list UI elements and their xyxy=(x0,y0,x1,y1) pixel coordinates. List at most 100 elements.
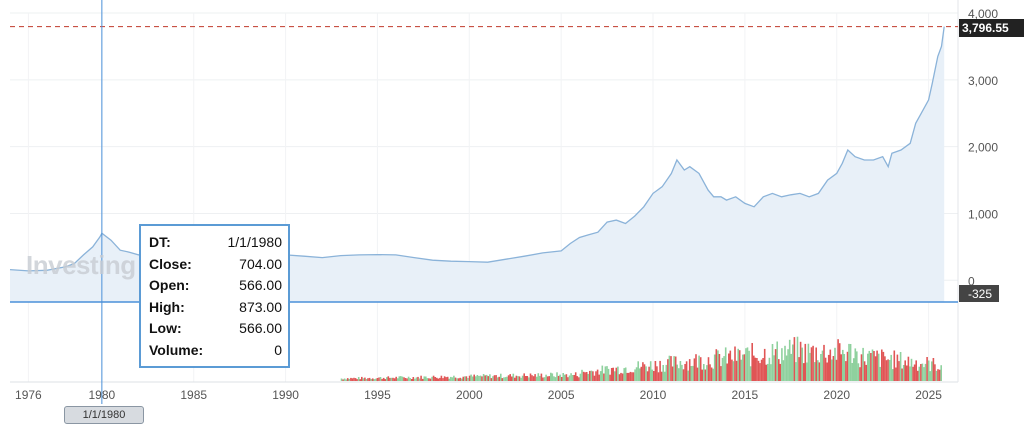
volume-bar xyxy=(525,376,527,381)
volume-bar xyxy=(626,372,629,381)
volume-bar xyxy=(896,354,899,381)
volume-bar xyxy=(445,377,447,381)
volume-bar xyxy=(710,367,713,381)
volume-bar xyxy=(440,375,443,381)
tooltip-row-dt: DT: 1/1/1980 xyxy=(149,232,282,254)
volume-bar xyxy=(576,376,579,381)
volume-bar xyxy=(832,356,835,381)
volume-bar xyxy=(457,378,460,381)
volume-bar xyxy=(504,377,507,381)
volume-bar xyxy=(790,353,792,381)
volume-bar xyxy=(667,359,669,381)
volume-bar xyxy=(429,378,432,381)
volume-bar xyxy=(884,356,886,381)
volume-bar xyxy=(840,354,842,381)
volume-bar xyxy=(910,358,913,381)
volume-bar xyxy=(888,360,891,381)
volume-bar xyxy=(584,372,586,381)
volume-bar xyxy=(515,375,518,381)
volume-bar xyxy=(931,361,933,381)
x-tick-label: 1995 xyxy=(364,388,391,402)
volume-bar xyxy=(720,366,722,381)
tooltip-row-low: Low: 566.00 xyxy=(149,318,282,340)
volume-bar xyxy=(932,358,935,381)
volume-bar xyxy=(703,364,705,381)
volume-bar xyxy=(560,377,563,381)
volume-bar xyxy=(653,371,655,381)
volume-bar xyxy=(742,354,744,381)
volume-bar xyxy=(596,369,599,381)
volume-bar xyxy=(631,372,633,381)
volume-bar xyxy=(696,367,699,381)
volume-bar xyxy=(792,344,794,381)
volume-bar xyxy=(628,372,630,381)
volume-bar xyxy=(351,378,354,381)
y-tick-label: 3,000 xyxy=(968,74,998,88)
volume-bar xyxy=(401,376,404,381)
volume-bar xyxy=(749,366,752,381)
volume-bar xyxy=(539,375,541,381)
volume-bar xyxy=(389,377,391,381)
volume-bar xyxy=(598,374,600,381)
volume-bar xyxy=(768,357,771,381)
volume-bar xyxy=(485,374,488,381)
volume-bar xyxy=(804,343,807,381)
volume-bar xyxy=(387,376,390,381)
volume-bar xyxy=(439,377,441,381)
volume-bar xyxy=(831,359,833,381)
volume-bar xyxy=(498,376,500,381)
volume-bar xyxy=(893,350,896,381)
volume-bar xyxy=(895,367,897,381)
volume-bar xyxy=(342,379,344,381)
volume-bar xyxy=(601,365,604,381)
volume-bar xyxy=(554,377,557,381)
volume-bar xyxy=(465,376,468,381)
volume-bar xyxy=(788,339,791,381)
volume-bar xyxy=(478,376,480,381)
volume-bar xyxy=(926,357,928,381)
volume-bar xyxy=(660,371,663,381)
volume-bar xyxy=(623,368,625,381)
volume-bar xyxy=(776,341,778,381)
volume-bar xyxy=(578,377,580,381)
volume-bar xyxy=(473,374,475,381)
volume-bar xyxy=(824,357,827,381)
volume-bar xyxy=(520,377,522,381)
volume-bar xyxy=(496,377,499,381)
volume-bar xyxy=(582,371,585,381)
volume-bar xyxy=(843,354,846,381)
volume-bar xyxy=(717,350,719,381)
volume-bar xyxy=(340,378,343,381)
volume-bar xyxy=(810,347,813,381)
volume-bar xyxy=(838,343,841,381)
volume-bar xyxy=(899,352,902,381)
volume-bar xyxy=(376,378,379,381)
volume-bar xyxy=(493,375,496,381)
volume-bar xyxy=(412,377,415,381)
volume-bar xyxy=(796,336,799,381)
volume-bar xyxy=(507,375,510,381)
volume-bar xyxy=(585,372,588,381)
volume-bar xyxy=(620,372,622,381)
volume-bar xyxy=(757,360,760,381)
volume-bar xyxy=(713,354,716,381)
volume-bar xyxy=(852,358,855,381)
volume-bar xyxy=(762,358,764,381)
volume-bar xyxy=(428,378,430,381)
volume-bar xyxy=(356,379,358,381)
volume-bar xyxy=(712,368,714,381)
volume-bar xyxy=(778,359,780,381)
volume-bar xyxy=(450,376,452,381)
volume-bar xyxy=(751,343,753,381)
volume-bar xyxy=(446,376,449,381)
volume-bar xyxy=(807,343,810,381)
volume-bar xyxy=(718,354,721,381)
volume-bar xyxy=(637,361,639,381)
volume-bar xyxy=(540,373,543,381)
volume-bars xyxy=(340,336,942,381)
volume-bar xyxy=(453,375,455,381)
volume-bar xyxy=(542,377,544,381)
watermark-logo: Investing xyxy=(26,250,136,280)
volume-bar xyxy=(375,378,377,381)
